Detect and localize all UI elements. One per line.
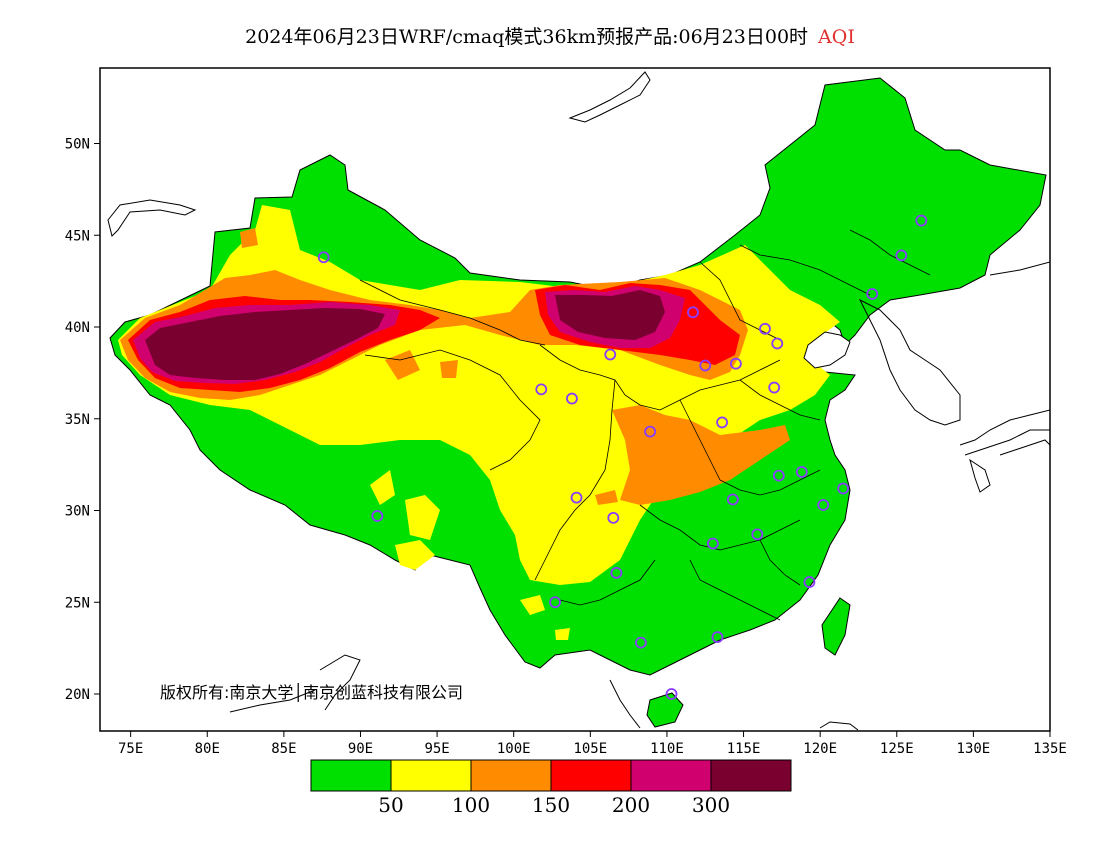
legend-swatch [630, 759, 712, 792]
city-stations [317, 214, 928, 700]
title-text: 2024年06月23日WRF/cmaq模式36km预报产品:06月23日00时 [245, 26, 809, 48]
lon-tick-label: 115E [727, 741, 761, 757]
lon-tick-label: 125E [880, 741, 914, 757]
legend-swatch [390, 759, 472, 792]
station-marker [795, 466, 808, 478]
aqi-legend-colorbar [310, 759, 792, 792]
station-marker [607, 511, 620, 524]
legend-swatch [310, 759, 392, 792]
station-marker [866, 288, 879, 300]
aqi-band-yellow-tibet [370, 470, 570, 640]
lon-tick-label: 105E [573, 741, 607, 757]
station-marker [915, 214, 928, 227]
station-marker [535, 383, 548, 396]
bohai-sea [803, 331, 851, 369]
legend-label: 200 [611, 793, 651, 817]
station-marker [549, 596, 561, 609]
foreign-coastlines [107, 71, 1050, 731]
station-marker [644, 425, 656, 438]
station-marker [711, 631, 724, 644]
taiwan-land [821, 597, 851, 656]
legend-swatch [710, 759, 792, 792]
lon-tick-label: 80E [195, 741, 220, 757]
lon-tick-label: 95E [424, 741, 449, 757]
title-variable: AQI [818, 26, 855, 48]
station-marker [716, 416, 728, 429]
station-marker [772, 469, 785, 482]
aqi-band-maroon-north [555, 290, 665, 340]
legend-label: 150 [531, 793, 571, 817]
station-marker [837, 482, 850, 495]
station-marker [570, 491, 583, 504]
lon-tick-label: 135E [1033, 741, 1067, 757]
copyright-notice: 版权所有:南京大学│南京创蓝科技有限公司 [160, 683, 464, 702]
lon-tick-label: 110E [650, 741, 684, 757]
lon-tick-label: 85E [271, 741, 296, 757]
province-boundaries [359, 229, 931, 621]
station-marker [751, 528, 764, 541]
lon-tick-label: 75E [118, 741, 143, 757]
station-marker [726, 493, 739, 506]
legend-label: 100 [451, 793, 491, 817]
axis-ticks: 50N 45N 40N 35N 30N 25N 20N 75E 80E 85E 90E 95E 100E… [65, 137, 1067, 758]
station-marker [699, 359, 712, 372]
aqi-band-orange-central [612, 405, 790, 505]
station-marker [566, 392, 578, 405]
legend-label: 300 [691, 793, 731, 817]
station-marker [895, 249, 908, 262]
lat-tick-label: 30N [65, 504, 90, 520]
lat-tick-label: 25N [65, 595, 90, 611]
station-marker [317, 251, 330, 264]
lon-tick-label: 90E [348, 741, 373, 757]
lat-tick-label: 40N [65, 320, 90, 336]
aqi-band-maroon [145, 308, 385, 380]
map-title: 2024年06月23日WRF/cmaq模式36km预报产品:06月23日00时 A… [0, 22, 1100, 49]
map-frame [99, 67, 1051, 732]
lat-tick-label: 50N [65, 137, 90, 153]
station-marker [665, 688, 678, 700]
station-marker [371, 510, 384, 522]
station-marker [687, 306, 699, 319]
map-layers [107, 71, 1050, 731]
legend-swatch [550, 759, 632, 792]
station-marker [759, 322, 771, 335]
lat-tick-label: 35N [65, 412, 90, 428]
station-marker [803, 576, 816, 588]
station-marker [634, 636, 647, 649]
hainan-land [646, 692, 684, 728]
station-marker [610, 566, 623, 579]
station-marker [768, 381, 781, 394]
station-marker [771, 337, 784, 350]
lon-tick-label: 120E [803, 741, 837, 757]
legend-label: 50 [378, 793, 404, 817]
station-marker [604, 348, 617, 361]
lon-tick-label: 130E [957, 741, 991, 757]
lat-tick-label: 20N [65, 687, 90, 703]
station-marker [729, 357, 742, 370]
station-marker [817, 499, 830, 511]
station-marker [707, 537, 719, 550]
legend-swatch [470, 759, 552, 792]
lon-tick-label: 100E [497, 741, 531, 757]
lat-tick-label: 45N [65, 228, 90, 244]
